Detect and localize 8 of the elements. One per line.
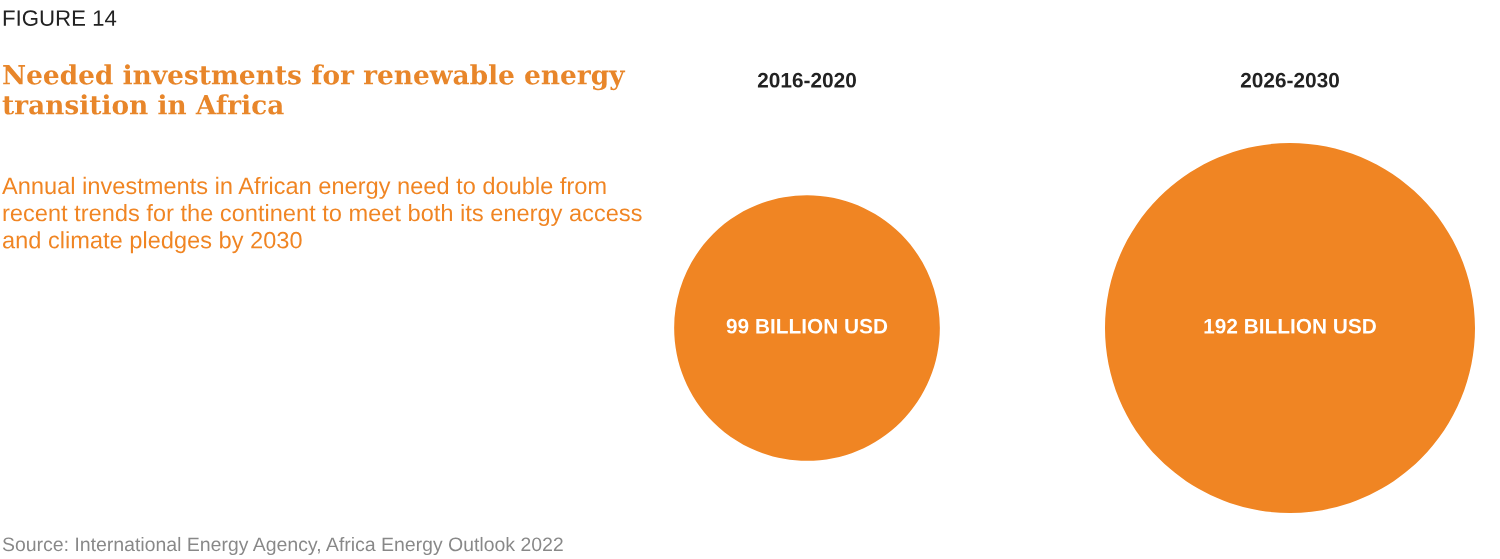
text: Needed investments for renewable energy transition in Africa xyxy=(2,64,626,115)
category-label: 2026-2030 xyxy=(1240,72,1339,88)
source-note: Source: International Energy Agency, Africa Energy Outlook 2022 xyxy=(2,536,563,556)
caption: FIGURE 14 xyxy=(3,10,117,26)
data-label: 99 BILLION USD xyxy=(726,318,888,334)
data-label: 192 BILLION USD xyxy=(1204,318,1376,334)
text: Annual investments in African energy need to double from recent trends for the continent to meet both its energy access and climate pledges by 2030 xyxy=(2,176,642,254)
category-label: 2016-2020 xyxy=(757,72,856,88)
